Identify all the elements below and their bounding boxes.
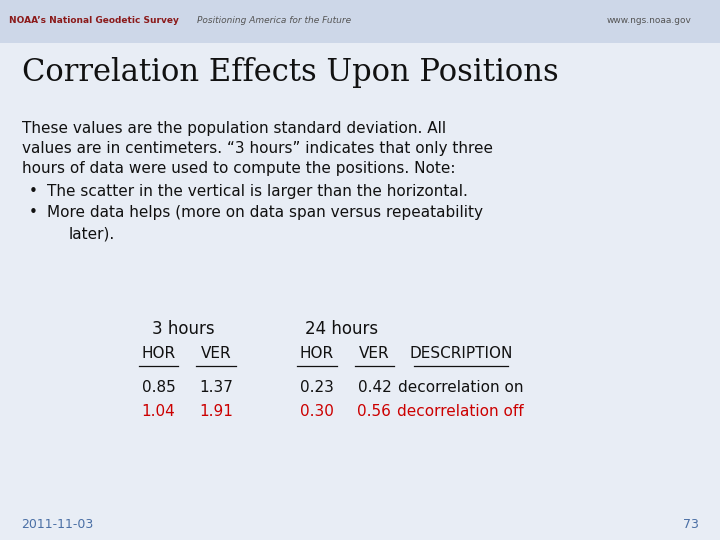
Text: VER: VER <box>201 346 231 361</box>
Text: •: • <box>29 184 37 199</box>
Text: The scatter in the vertical is larger than the horizontal.: The scatter in the vertical is larger th… <box>47 184 468 199</box>
Text: 24 hours: 24 hours <box>305 320 379 339</box>
Text: Positioning America for the Future: Positioning America for the Future <box>197 16 351 25</box>
Text: hours of data were used to compute the positions. Note:: hours of data were used to compute the p… <box>22 161 455 177</box>
Text: 0.85: 0.85 <box>142 380 175 395</box>
Text: later).: later). <box>68 226 114 241</box>
Text: 0.30: 0.30 <box>300 404 334 419</box>
Text: HOR: HOR <box>141 346 176 361</box>
Text: NOAA’s National Geodetic Survey: NOAA’s National Geodetic Survey <box>9 16 179 25</box>
FancyBboxPatch shape <box>0 0 720 43</box>
Text: HOR: HOR <box>300 346 334 361</box>
Text: 1.04: 1.04 <box>142 404 175 419</box>
Text: VER: VER <box>359 346 390 361</box>
Text: 73: 73 <box>683 518 698 531</box>
Text: decorrelation on: decorrelation on <box>398 380 523 395</box>
Text: 0.23: 0.23 <box>300 380 334 395</box>
Text: 3 hours: 3 hours <box>153 320 215 339</box>
Text: 0.42: 0.42 <box>358 380 391 395</box>
Text: DESCRIPTION: DESCRIPTION <box>409 346 513 361</box>
Text: values are in centimeters. “3 hours” indicates that only three: values are in centimeters. “3 hours” ind… <box>22 141 492 157</box>
Text: decorrelation off: decorrelation off <box>397 404 524 419</box>
Text: 2011-11-03: 2011-11-03 <box>22 518 94 531</box>
Text: 1.91: 1.91 <box>199 404 233 419</box>
Text: 1.37: 1.37 <box>199 380 233 395</box>
Text: 0.56: 0.56 <box>357 404 392 419</box>
Text: These values are the population standard deviation. All: These values are the population standard… <box>22 122 446 137</box>
Text: www.ngs.noaa.gov: www.ngs.noaa.gov <box>606 16 691 25</box>
Text: More data helps (more on data span versus repeatability: More data helps (more on data span versu… <box>47 205 483 220</box>
Text: •: • <box>29 205 37 220</box>
Text: Correlation Effects Upon Positions: Correlation Effects Upon Positions <box>22 57 558 89</box>
